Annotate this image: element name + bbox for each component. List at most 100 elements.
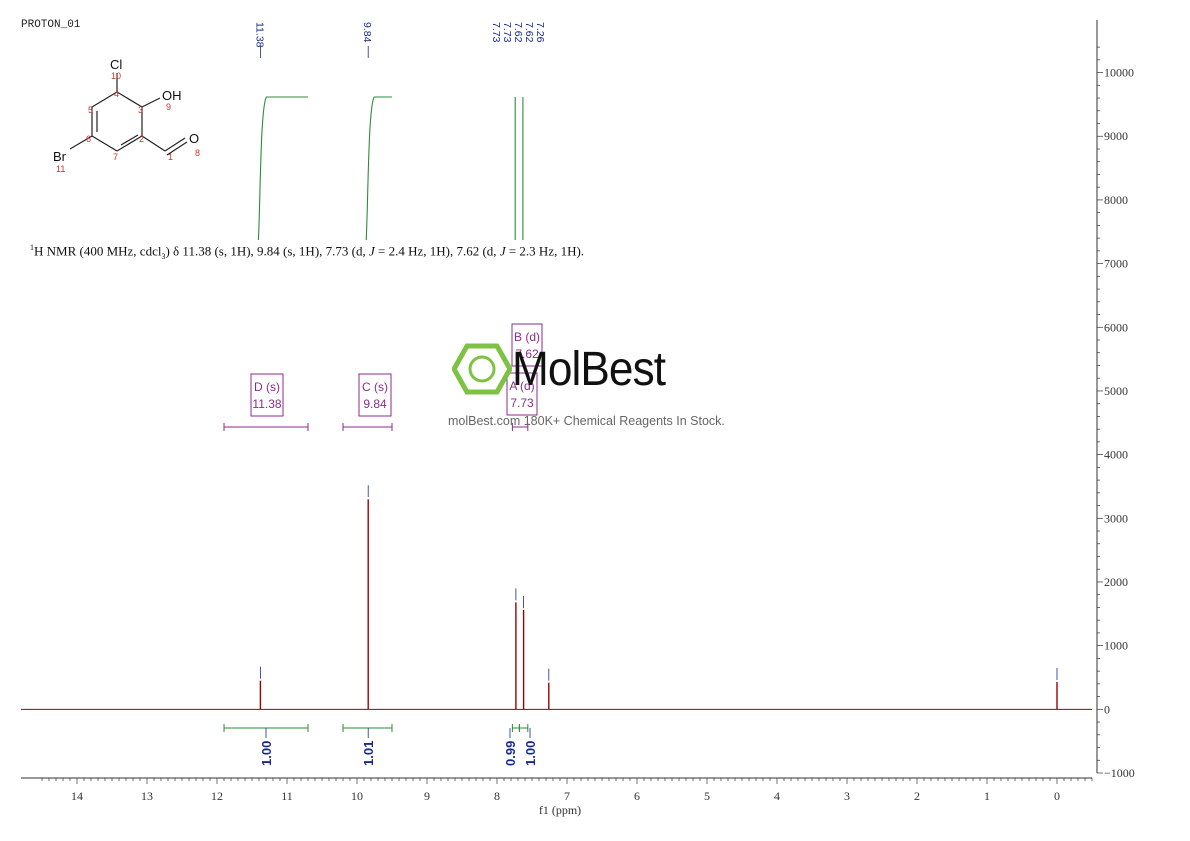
peak-label: 7.62: [512, 22, 524, 43]
y-tick-label: 9000: [1104, 129, 1128, 143]
y-tick-label: 0: [1104, 702, 1110, 716]
integral-curves-group: [257, 96, 524, 241]
multiplet-d-text: D (s): [254, 380, 280, 394]
y-tick-label: 4000: [1104, 448, 1128, 462]
molecule-structure: Cl OH Br O 10 4 5 3 9 6 2 7 1 8 11: [53, 57, 200, 174]
x-tick-label: 6: [634, 789, 640, 803]
peak-label: 9.84: [361, 22, 373, 43]
atom-number: 4: [114, 89, 119, 99]
peak-label: 7.62: [523, 22, 535, 43]
y-tick-label: 2000: [1104, 575, 1128, 589]
x-tick-label: 10: [351, 789, 363, 803]
atom-br: Br: [53, 149, 67, 164]
integral-value-group: 1.00: [523, 741, 538, 766]
atom-number: 9: [166, 102, 171, 112]
peak-label: 7.26: [534, 22, 546, 43]
spectrum-group: [21, 485, 1092, 710]
multiplet-a-box: [506, 372, 538, 416]
experiment-label: PROTON_01: [21, 19, 81, 31]
multiplet-d-text: 11.38: [252, 397, 281, 411]
multiplet-b-text: B (d): [514, 330, 540, 344]
x-tick-label: 12: [211, 789, 223, 803]
atom-number: 7: [113, 152, 118, 162]
atom-number: 1: [168, 152, 173, 162]
y-tick-label: 6000: [1104, 320, 1128, 334]
nmr-description: 1H NMR (400 MHz, cdcl3) δ 11.38 (s, 1H),…: [30, 239, 590, 266]
integral-curve: [257, 96, 308, 241]
x-tick-label: 7: [564, 789, 570, 803]
atom-number: 11: [56, 164, 65, 174]
integral-value: 1.01: [361, 741, 376, 766]
y-tick-label: 3000: [1104, 511, 1128, 525]
peak-label-group: 7.62: [512, 22, 524, 43]
axes-group: 14 13 12 11 10 9 8 7 6 5 4 3 2 1 0−1000010002000300040…: [21, 20, 1135, 803]
integral-value: 1.00: [259, 741, 274, 766]
multiplet-c-box: [358, 373, 392, 417]
integral-value: 0.99: [503, 741, 518, 766]
peak-label: 7.73: [490, 22, 502, 43]
peak-label: 7.73: [501, 22, 513, 43]
x-tick-label: 4: [774, 789, 780, 803]
peak-label-group: 7.62: [523, 22, 535, 43]
nmr-coupling-symbol: J: [368, 243, 375, 259]
y-tick-label: 10000: [1104, 66, 1134, 80]
multiplet-d-box: [250, 373, 284, 417]
atom-numbers: 10 4 5 3 9 6 2 7 1 8 11: [56, 71, 200, 174]
x-tick-label: 5: [704, 789, 710, 803]
integral-values-group: 1.00 1.01 0.99 1.00: [223, 724, 538, 766]
nmr-subscript: 3: [161, 251, 166, 261]
peak-label: 11.38: [253, 22, 265, 48]
peak-labels-group: 11.38 9.84 7.73 7.73 7.62 7.62 7.26: [253, 22, 546, 58]
watermark-name: MolBest: [512, 343, 666, 396]
y-tick-label: 1000: [1104, 639, 1128, 653]
integral-value-group: 0.99: [503, 741, 518, 766]
nmr-superscript: 1: [30, 243, 34, 252]
x-tick-label: 11: [281, 789, 293, 803]
watermark-tagline: molBest.com 180K+ Chemical Reagents In S…: [448, 414, 725, 428]
x-tick-label: 13: [141, 789, 153, 803]
multiplet-b-box: [511, 323, 543, 367]
multiplet-boxes-group: D (s) 11.38 C (s) 9.84 B (d) 7.62 A (d) 7.73: [223, 323, 543, 431]
nmr-text-part: ) δ 11.38 (s, 1H), 9.84 (s, 1H), 7.73 (d…: [165, 243, 369, 259]
peak-label-group: 9.84: [361, 22, 373, 43]
nmr-coupling-symbol: J: [499, 243, 506, 259]
atom-o: O: [189, 131, 199, 146]
atom-number: 6: [86, 134, 91, 144]
peak-label-group: 11.38: [253, 22, 265, 48]
atom-oh: OH: [162, 88, 182, 103]
x-tick-label: 0: [1054, 789, 1060, 803]
multiplet-c-text: 9.84: [363, 397, 387, 411]
multiplet-b-text: 7.62: [515, 347, 539, 361]
x-tick-label: 2: [914, 789, 920, 803]
watermark-logo-icon: [452, 343, 512, 395]
integral-value-group: 1.01: [361, 741, 376, 766]
x-tick-label: 3: [844, 789, 850, 803]
multiplet-c-text: C (s): [362, 380, 388, 394]
y-tick-label: 7000: [1104, 257, 1128, 271]
atom-number: 2: [139, 134, 144, 144]
nmr-text-part: H NMR (400 MHz, cdcl: [34, 243, 162, 259]
peak-label-group: 7.26: [534, 22, 546, 43]
integral-curve: [365, 96, 392, 241]
nmr-text-part: = 2.4 Hz, 1H), 7.62 (d,: [374, 243, 500, 259]
x-tick-label: 8: [494, 789, 500, 803]
molecule-atoms: Cl OH Br O: [53, 57, 199, 164]
integral-value: 1.00: [523, 741, 538, 766]
y-tick-label: 8000: [1104, 193, 1128, 207]
atom-number: 3: [138, 105, 143, 115]
molecule-bonds: [69, 73, 188, 156]
x-axis-title: f1 (ppm): [538, 803, 582, 817]
multiplet-a-text: A (d): [509, 379, 534, 393]
peak-label-group: 7.73: [490, 22, 502, 43]
atom-cl: Cl: [110, 57, 122, 72]
y-tick-label: 5000: [1104, 384, 1128, 398]
integral-value-group: 1.00: [259, 741, 274, 766]
x-tick-label: 1: [984, 789, 990, 803]
atom-number: 5: [88, 105, 93, 115]
nmr-text-part: = 2.3 Hz, 1H).: [505, 243, 585, 259]
x-tick-label: 9: [424, 789, 430, 803]
atom-number: 8: [195, 148, 200, 158]
x-tick-label: 14: [71, 789, 83, 803]
